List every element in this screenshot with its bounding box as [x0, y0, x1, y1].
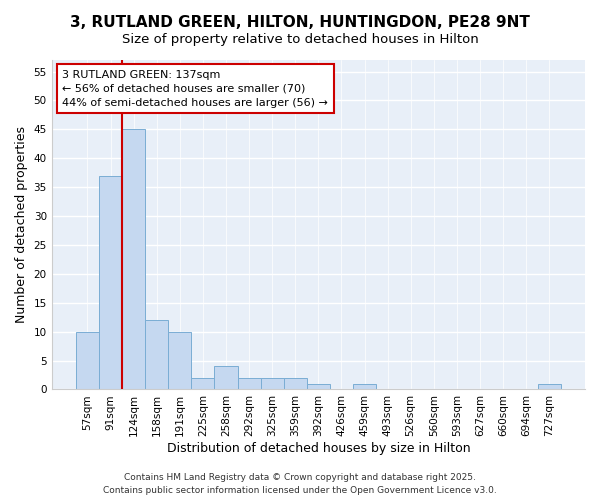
Bar	[99, 176, 122, 390]
Bar	[353, 384, 376, 390]
Bar	[191, 378, 214, 390]
Title: 3, RUTLAND GREEN, HILTON, HUNTINGDON, PE28 9NT
Size of property relative to deta: 3, RUTLAND GREEN, HILTON, HUNTINGDON, PE…	[0, 499, 1, 500]
Text: Size of property relative to detached houses in Hilton: Size of property relative to detached ho…	[122, 32, 478, 46]
Bar	[145, 320, 168, 390]
Bar	[307, 384, 330, 390]
Bar	[538, 384, 561, 390]
Bar	[214, 366, 238, 390]
Bar	[260, 378, 284, 390]
Bar	[284, 378, 307, 390]
X-axis label: Distribution of detached houses by size in Hilton: Distribution of detached houses by size …	[167, 442, 470, 455]
Text: Contains HM Land Registry data © Crown copyright and database right 2025.
Contai: Contains HM Land Registry data © Crown c…	[103, 474, 497, 495]
Bar	[122, 130, 145, 390]
Text: 3, RUTLAND GREEN, HILTON, HUNTINGDON, PE28 9NT: 3, RUTLAND GREEN, HILTON, HUNTINGDON, PE…	[70, 15, 530, 30]
Bar	[238, 378, 260, 390]
Bar	[168, 332, 191, 390]
Y-axis label: Number of detached properties: Number of detached properties	[15, 126, 28, 323]
Text: 3 RUTLAND GREEN: 137sqm
← 56% of detached houses are smaller (70)
44% of semi-de: 3 RUTLAND GREEN: 137sqm ← 56% of detache…	[62, 70, 328, 108]
Bar	[76, 332, 99, 390]
